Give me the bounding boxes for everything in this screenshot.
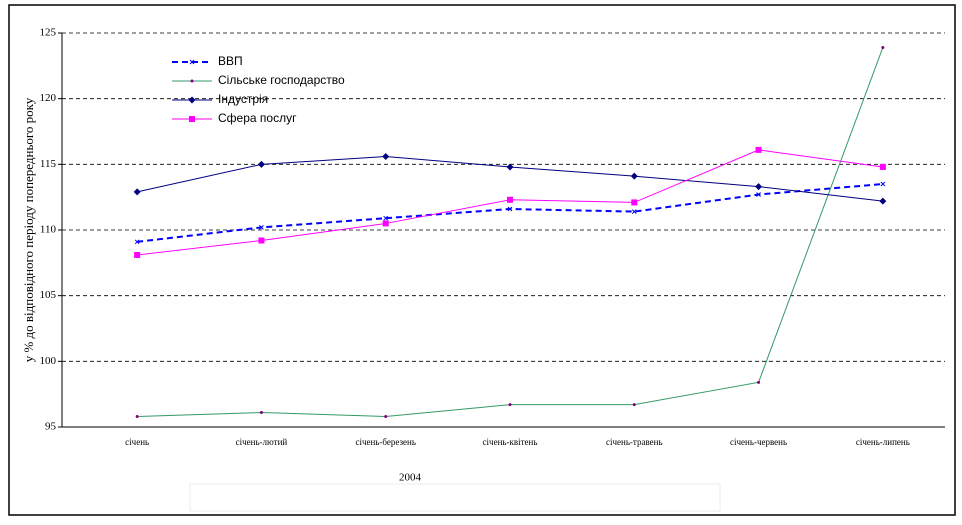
- legend-label: Індустрія: [218, 92, 268, 106]
- legend-label: Сфера послуг: [218, 111, 297, 125]
- marker: [135, 414, 139, 418]
- y-tick-label: 105: [40, 289, 57, 301]
- x-tick-label: січень: [125, 437, 149, 447]
- marker: [631, 199, 638, 206]
- blank-box: [189, 483, 721, 512]
- marker: [755, 183, 763, 191]
- x-tick-label: січень-лютий: [236, 437, 288, 447]
- marker: [755, 146, 762, 153]
- legend-label: ВВП: [218, 54, 243, 68]
- frame: [8, 4, 956, 516]
- marker: [134, 251, 141, 258]
- marker: [756, 192, 761, 197]
- marker: [383, 215, 389, 221]
- marker: [133, 188, 141, 196]
- marker: [382, 220, 389, 227]
- marker: [189, 116, 195, 122]
- marker: [879, 197, 887, 205]
- marker: [134, 239, 140, 245]
- x-axis-label: 2004: [399, 472, 422, 484]
- marker: [757, 380, 761, 384]
- y-axis-label: у % до відповідного періоду попереднього…: [21, 97, 36, 362]
- marker: [508, 403, 512, 407]
- y-tick-label: 100: [40, 355, 57, 367]
- marker: [507, 196, 513, 203]
- marker: [879, 163, 886, 170]
- marker: [188, 96, 196, 104]
- marker: [880, 181, 886, 187]
- marker: [382, 152, 390, 160]
- x-tick-label: січень-липень: [856, 437, 910, 447]
- marker: [257, 160, 265, 168]
- legend-label: Сільське господарство: [218, 73, 345, 87]
- marker: [630, 172, 638, 180]
- marker: [259, 225, 264, 230]
- marker: [506, 163, 514, 171]
- y-tick-label: 95: [45, 421, 57, 433]
- y-tick-label: 115: [40, 158, 57, 170]
- marker: [258, 237, 265, 244]
- marker: [190, 79, 194, 83]
- x-tick-label: січень-травень: [606, 437, 663, 447]
- marker: [507, 206, 513, 212]
- marker: [189, 59, 195, 65]
- y-tick-label: 125: [40, 27, 57, 39]
- marker: [881, 45, 885, 49]
- y-tick-label: 110: [40, 224, 57, 236]
- marker: [259, 411, 263, 415]
- marker: [631, 209, 637, 214]
- x-tick-label: січень-червень: [730, 437, 787, 447]
- x-tick-label: січень-березень: [355, 437, 415, 447]
- marker: [632, 403, 636, 407]
- y-tick-label: 120: [40, 92, 57, 104]
- marker: [384, 414, 388, 418]
- x-tick-label: січень-квітень: [483, 437, 538, 447]
